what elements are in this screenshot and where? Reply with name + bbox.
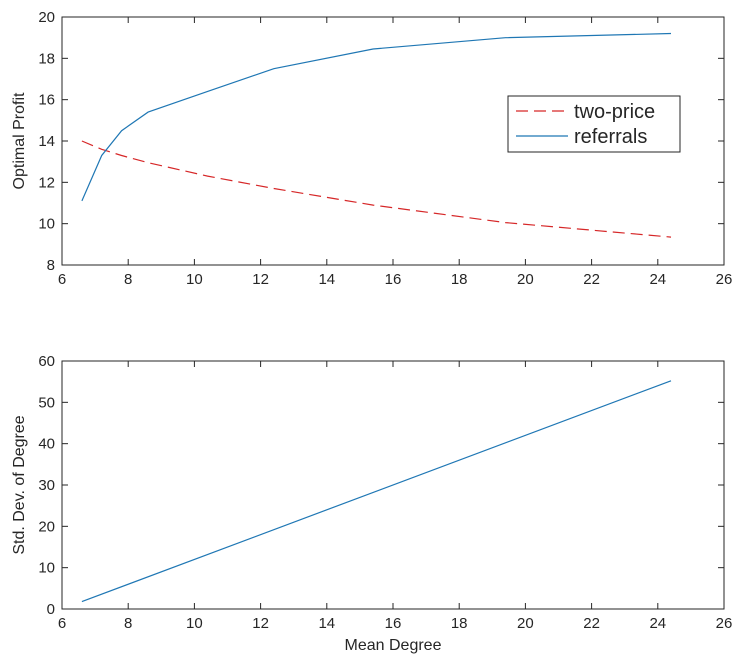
x-tick-label: 12 bbox=[252, 271, 269, 288]
y-tick-label: 8 bbox=[47, 257, 55, 274]
y-tick-label: 12 bbox=[38, 174, 55, 191]
x-axis-label: Mean Degree bbox=[345, 637, 442, 654]
x-tick-label: 14 bbox=[318, 615, 335, 632]
legend-label: referrals bbox=[574, 126, 647, 148]
chart-panel-2: 6 8 10 12 14 16 18 20 22 24 26 0 10 20 30 40 50 60 Std. De… bbox=[11, 353, 732, 654]
x-tick-label: 26 bbox=[716, 271, 733, 288]
x-tick-label: 18 bbox=[451, 615, 468, 632]
x-tick-label: 20 bbox=[517, 615, 534, 632]
y-tick-label: 50 bbox=[38, 394, 55, 411]
y-tick-label: 20 bbox=[38, 9, 55, 26]
x-tick-label: 16 bbox=[385, 615, 402, 632]
y-tick-label: 14 bbox=[38, 133, 55, 150]
x-tick-label: 22 bbox=[583, 615, 600, 632]
y-tick-label: 20 bbox=[38, 518, 55, 535]
y-tick-label: 10 bbox=[38, 560, 55, 577]
y-tick-label: 40 bbox=[38, 436, 55, 453]
y-tick-label: 18 bbox=[38, 50, 55, 67]
series-line-1 bbox=[81, 380, 672, 603]
series-line-two-price bbox=[81, 140, 672, 238]
y-axis-label: Std. Dev. of Degree bbox=[11, 415, 28, 554]
x-tick-label: 10 bbox=[186, 271, 203, 288]
x-tick-label: 6 bbox=[58, 615, 66, 632]
x-tick-label: 18 bbox=[451, 271, 468, 288]
series-line-referrals bbox=[81, 32, 672, 202]
x-tick-label: 20 bbox=[517, 271, 534, 288]
legend-label: two-price bbox=[574, 101, 655, 123]
y-tick-label: 30 bbox=[38, 477, 55, 494]
y-tick-label: 0 bbox=[47, 601, 55, 618]
x-tick-label: 8 bbox=[124, 615, 132, 632]
y-tick-label: 60 bbox=[38, 353, 55, 370]
x-tick-label: 24 bbox=[649, 271, 666, 288]
x-tick-label: 14 bbox=[318, 271, 335, 288]
y-axis-label: Optimal Profit bbox=[11, 92, 28, 189]
x-tick-label: 12 bbox=[252, 615, 269, 632]
chart-panel-1: 6 8 10 12 14 16 18 20 22 24 268101214161820Optimal… bbox=[11, 9, 732, 288]
x-tick-label: 24 bbox=[649, 615, 666, 632]
x-tick-label: 10 bbox=[186, 615, 203, 632]
legend: two-price referrals bbox=[507, 95, 681, 153]
x-tick-label: 26 bbox=[716, 615, 733, 632]
x-tick-label: 8 bbox=[124, 271, 132, 288]
y-tick-label: 10 bbox=[38, 216, 55, 233]
y-tick-label: 16 bbox=[38, 92, 55, 109]
x-tick-label: 6 bbox=[58, 271, 66, 288]
x-tick-label: 16 bbox=[385, 271, 402, 288]
legend-box bbox=[507, 95, 681, 153]
x-tick-label: 22 bbox=[583, 271, 600, 288]
